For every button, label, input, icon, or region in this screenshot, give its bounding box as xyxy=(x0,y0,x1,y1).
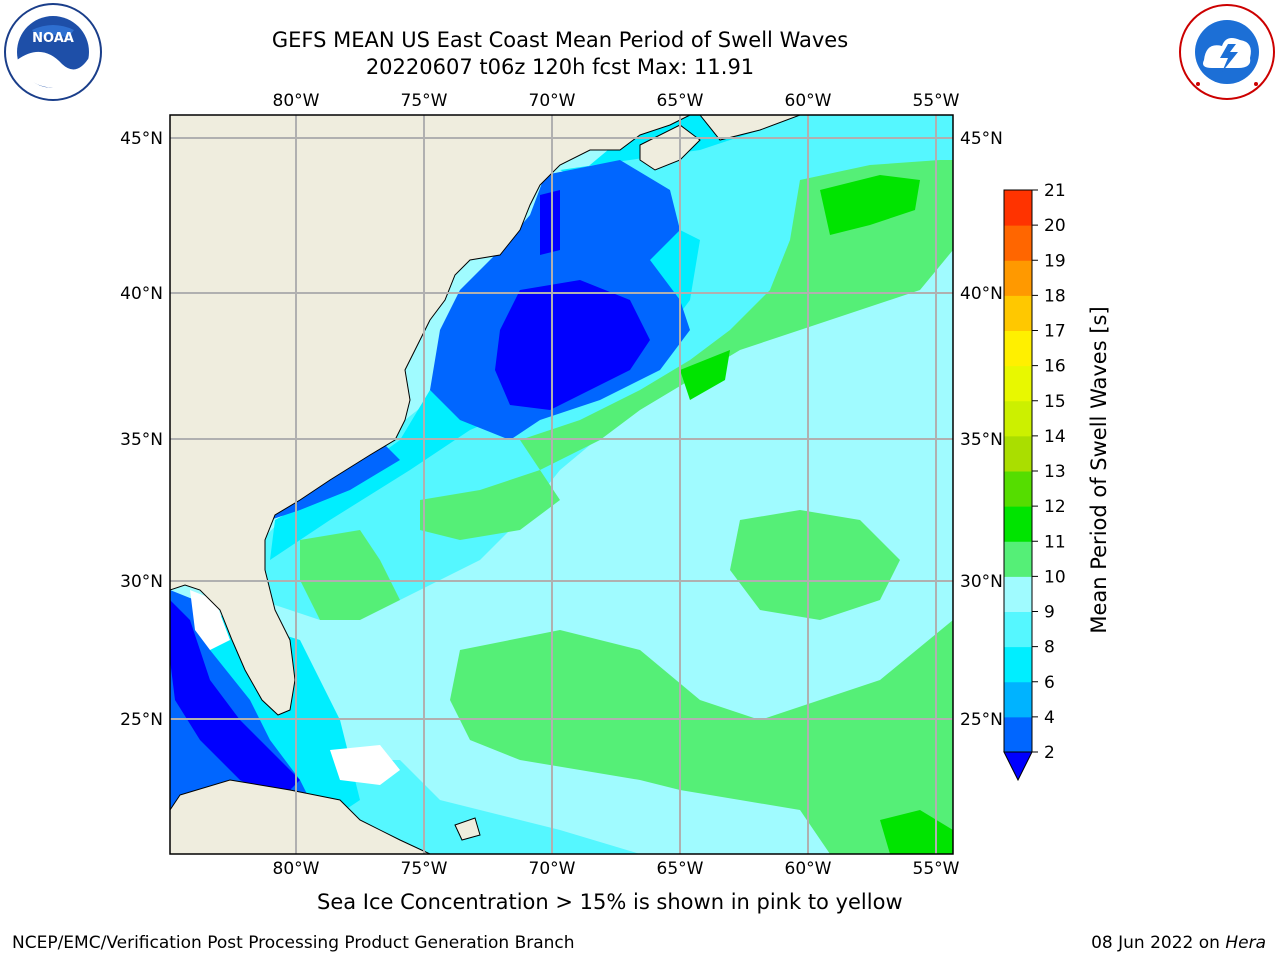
lat-label: 30°N xyxy=(120,572,163,592)
lat-label: 30°N xyxy=(960,572,1003,592)
lon-labels-bottom: 80°W 75°W 70°W 65°W 60°W 55°W xyxy=(273,859,960,879)
lon-label: 75°W xyxy=(401,859,448,879)
lon-label: 55°W xyxy=(913,91,960,111)
field-9-10-sw xyxy=(300,530,400,620)
colorbar-tick-label: 9 xyxy=(1044,603,1055,623)
lon-labels-top: 80°W 75°W 70°W 65°W 60°W 55°W xyxy=(273,91,960,111)
lon-label: 65°W xyxy=(657,859,704,879)
colorbar-segment xyxy=(1004,506,1032,542)
chart-title: GEFS MEAN US East Coast Mean Period of S… xyxy=(271,28,849,52)
footer-date-text: 08 Jun 2022 on xyxy=(1091,933,1220,953)
colorbar-extend-arrow xyxy=(1003,751,1033,782)
land xyxy=(170,115,801,854)
lat-label: 45°N xyxy=(120,129,163,149)
colorbar-tick-label: 12 xyxy=(1044,497,1066,517)
colorbar-tick-label: 20 xyxy=(1044,216,1066,236)
colorbar-tick-label: 21 xyxy=(1044,181,1066,201)
noaa-logo: NOAA xyxy=(4,3,102,101)
colorbar-tick-label: 4 xyxy=(1044,708,1055,728)
colorbar-segment xyxy=(1004,681,1032,718)
chart-subtitle: 20220607 t06z 120h fcst Max: 11.91 xyxy=(365,55,755,79)
colorbar-segment xyxy=(1004,225,1032,261)
lon-label: 60°W xyxy=(785,859,832,879)
noaa-logo-text: NOAA xyxy=(32,31,74,46)
lon-label: 80°W xyxy=(273,91,320,111)
colorbar-segment xyxy=(1004,435,1032,472)
colorbar-segment xyxy=(1004,646,1032,683)
lon-label: 75°W xyxy=(401,91,448,111)
colorbar-tick-label: 17 xyxy=(1044,322,1066,342)
lat-labels-left: 45°N 40°N 35°N 30°N 25°N xyxy=(120,129,163,730)
footer-host: Hera xyxy=(1225,933,1266,953)
lon-label: 55°W xyxy=(913,859,960,879)
lon-label: 65°W xyxy=(657,91,704,111)
lat-label: 25°N xyxy=(120,710,163,730)
colorbar-tick-label: 19 xyxy=(1044,251,1066,271)
sea-ice-caption: Sea Ice Concentration > 15% is shown in … xyxy=(317,890,903,914)
colorbar: 2 4 6 8 9 10 11 12 13 14 15 16 17 18 19 20 21 xyxy=(1003,181,1066,782)
colorbar-segment xyxy=(1004,541,1032,577)
field-9-10-mid xyxy=(420,470,560,540)
colorbar-tick-label: 16 xyxy=(1044,357,1066,377)
colorbar-tick-label: 6 xyxy=(1044,673,1055,693)
no-data-gulf xyxy=(190,590,230,650)
field-under-2 xyxy=(495,280,650,410)
field-9-10-gulfstream xyxy=(520,160,953,470)
footer-date: 08 Jun 2022 on Hera xyxy=(1091,933,1266,953)
footer-credit: NCEP/EMC/Verification Post Processing Pr… xyxy=(12,933,575,953)
colorbar-tick-label: 18 xyxy=(1044,286,1066,306)
graticule xyxy=(170,115,953,854)
cuba xyxy=(170,779,431,854)
colorbar-segment xyxy=(1004,365,1032,402)
colorbar-segment xyxy=(1004,190,1032,226)
colorbar-segment xyxy=(1004,295,1032,331)
field-under-2-ne xyxy=(540,190,560,255)
colorbar-tick-label: 2 xyxy=(1044,743,1055,763)
colorbar-tick-label: 15 xyxy=(1044,392,1066,412)
lon-label: 70°W xyxy=(529,859,576,879)
hispaniola-tip xyxy=(454,817,481,841)
colorbar-tick-label: 14 xyxy=(1044,427,1066,447)
canada-maritimes xyxy=(699,115,801,141)
lat-label: 40°N xyxy=(960,284,1003,304)
colorbar-segment xyxy=(1004,716,1032,753)
field-2-4-coast xyxy=(270,440,400,520)
colorbar-segment xyxy=(1004,611,1032,648)
colorbar-segment xyxy=(1004,400,1032,437)
lon-label: 80°W xyxy=(273,859,320,879)
field-9-10-south xyxy=(450,620,953,854)
colorbar-tick-label: 13 xyxy=(1044,462,1066,482)
colorbar-label: Mean Period of Swell Waves [s] xyxy=(1087,306,1111,633)
lat-label: 45°N xyxy=(960,129,1003,149)
colorbar-segment xyxy=(1004,330,1032,367)
lon-label: 60°W xyxy=(785,91,832,111)
field-10-11-b xyxy=(680,350,730,400)
colorbar-tick-label: 10 xyxy=(1044,567,1066,587)
colorbar-tick-label: 11 xyxy=(1044,532,1066,552)
field-under-2-gulf xyxy=(170,600,300,800)
field-10-11-c xyxy=(880,810,953,854)
field-10-11 xyxy=(820,175,920,235)
field-9-10-east xyxy=(730,510,900,620)
lon-label: 70°W xyxy=(529,91,576,111)
colorbar-segment xyxy=(1004,576,1032,612)
lat-label: 35°N xyxy=(960,430,1003,450)
lat-label: 40°N xyxy=(120,284,163,304)
lat-label: 25°N xyxy=(960,710,1003,730)
lat-label: 35°N xyxy=(120,430,163,450)
lat-labels-right: 45°N 40°N 35°N 30°N 25°N xyxy=(960,129,1003,730)
nws-logo xyxy=(1179,4,1275,100)
colorbar-tick-label: 8 xyxy=(1044,638,1055,658)
map-frame xyxy=(169,114,954,855)
no-data-bahamas xyxy=(330,745,400,785)
colorbar-segment xyxy=(1004,260,1032,296)
colorbar-segment xyxy=(1004,471,1032,507)
